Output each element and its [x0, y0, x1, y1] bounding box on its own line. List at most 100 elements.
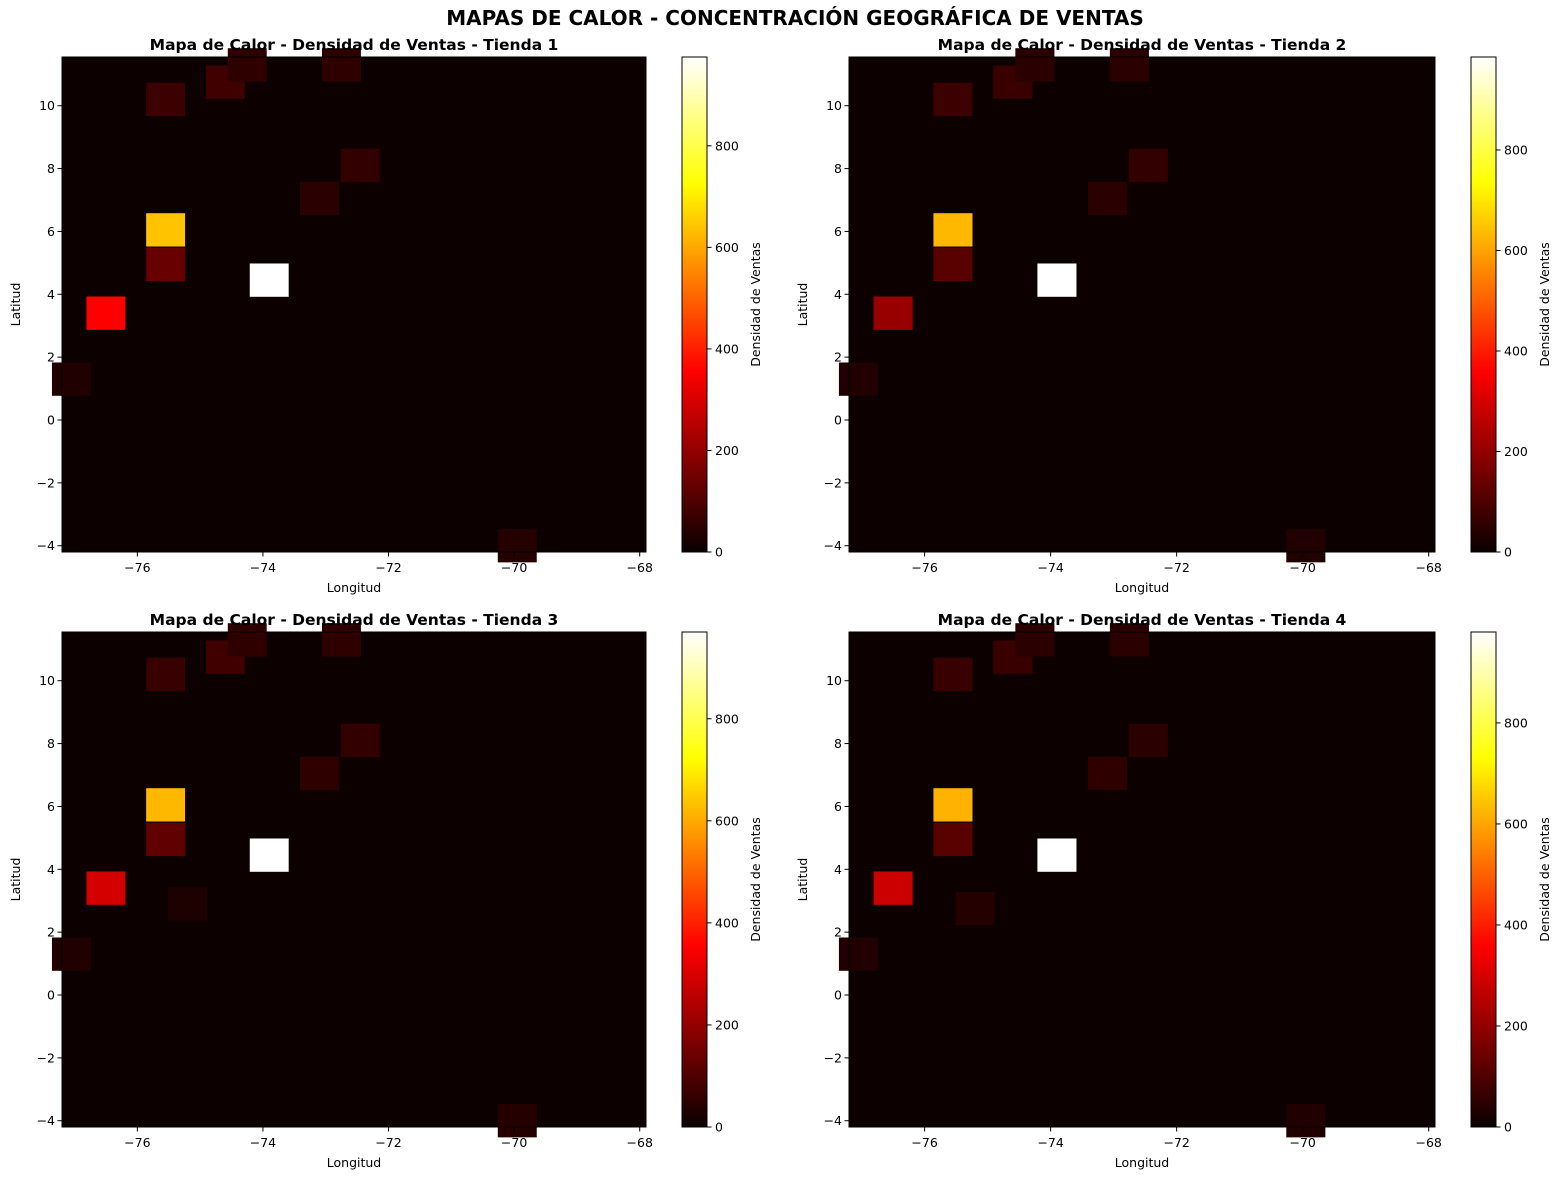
colorbar-gradient [1471, 57, 1496, 552]
heatmap-background [62, 632, 646, 1127]
heatmap-cell [838, 362, 878, 396]
colorbar-tick-label: 400 [715, 915, 739, 930]
heatmap-panel-1: Mapa de Calor - Densidad de Ventas - Tie… [8, 36, 763, 595]
heatmap-cell [227, 48, 267, 82]
x-axis-label: Longitud [1115, 580, 1169, 595]
heatmap-cell [838, 937, 878, 971]
heatmap-cell [933, 247, 973, 282]
colorbar-tick-label: 0 [1504, 1120, 1512, 1135]
heatmap-cell [1015, 623, 1055, 657]
heatmap-cell [146, 657, 186, 692]
x-tick-label: −74 [1037, 560, 1063, 575]
y-tick-label: −2 [824, 475, 842, 490]
heatmap-cell [86, 296, 126, 330]
colorbar-label: Densidad de Ventas [1537, 817, 1552, 942]
heatmap-cell [51, 937, 91, 971]
x-tick-label: −68 [627, 1135, 653, 1150]
x-tick-label: −70 [501, 1135, 527, 1150]
heatmap-cell [299, 756, 339, 791]
colorbar-tick-label: 0 [715, 1120, 723, 1135]
heatmap-cell [1037, 838, 1077, 872]
colorbar-tick-label: 0 [715, 545, 723, 560]
heatmap-cell [933, 82, 973, 117]
y-axis-label: Latitud [795, 283, 810, 327]
heatmap-cell [955, 891, 995, 926]
x-tick-label: −70 [501, 560, 527, 575]
heatmap-cell [321, 48, 361, 82]
heatmap-cell [340, 148, 380, 183]
x-tick-label: −76 [911, 560, 937, 575]
y-tick-label: −4 [824, 1113, 842, 1128]
x-tick-label: −70 [1289, 560, 1315, 575]
y-tick-label: −4 [37, 1113, 55, 1128]
y-tick-label: −4 [37, 538, 55, 553]
figure-title: MAPAS DE CALOR - CONCENTRACIÓN GEOGRÁFIC… [446, 6, 1144, 30]
heatmap-cell [1128, 723, 1168, 758]
heatmap-cell [873, 871, 913, 905]
colorbar-tick-label: 400 [1504, 343, 1528, 358]
heatmap-cell [249, 263, 289, 297]
y-tick-label: 0 [834, 413, 842, 428]
y-tick-label: 4 [834, 287, 842, 302]
heatmap-panel-2: Mapa de Calor - Densidad de Ventas - Tie… [795, 36, 1552, 595]
x-tick-label: −68 [1416, 560, 1442, 575]
heatmap-cell [168, 887, 208, 921]
plot-frame [61, 56, 647, 553]
heatmap-background [849, 632, 1435, 1127]
colorbar-tick-label: 800 [1504, 142, 1528, 157]
heatmap-cell [1286, 1104, 1326, 1138]
heatmap-cell [1087, 181, 1127, 216]
y-tick-label: −2 [37, 475, 55, 490]
panel-title: Mapa de Calor - Densidad de Ventas - Tie… [938, 36, 1347, 54]
panel-title: Mapa de Calor - Densidad de Ventas - Tie… [150, 36, 559, 54]
heatmap-background [849, 57, 1435, 552]
heatmap-cell [1087, 756, 1127, 791]
y-tick-label: 6 [47, 224, 55, 239]
y-tick-label: 8 [47, 736, 55, 751]
colorbar-tick-label: 200 [715, 443, 739, 458]
y-tick-label: 0 [47, 988, 55, 1003]
colorbar-tick-label: 800 [1504, 715, 1528, 730]
x-tick-label: −76 [124, 560, 150, 575]
heatmap-cell [933, 822, 973, 857]
y-axis-label: Latitud [8, 858, 23, 902]
heatmap-background [62, 57, 646, 552]
y-tick-label: −4 [824, 538, 842, 553]
panels: Mapa de Calor - Densidad de Ventas - Tie… [8, 36, 1552, 1170]
colorbar-tick-label: 600 [715, 240, 739, 255]
y-tick-label: 10 [826, 98, 842, 113]
heatmap-cell [1109, 623, 1149, 657]
y-tick-label: −2 [824, 1050, 842, 1065]
x-tick-label: −70 [1289, 1135, 1315, 1150]
colorbar-tick-label: 800 [715, 138, 739, 153]
heatmap-cell [933, 213, 973, 247]
y-tick-label: 6 [47, 799, 55, 814]
heatmap-cell [1037, 263, 1077, 297]
y-tick-label: 2 [47, 350, 55, 365]
x-axis-label: Longitud [327, 580, 381, 595]
y-tick-label: 4 [834, 862, 842, 877]
heatmap-cell [299, 181, 339, 216]
y-axis-label: Latitud [8, 283, 23, 327]
colorbar-tick-label: 600 [715, 813, 739, 828]
panel-title: Mapa de Calor - Densidad de Ventas - Tie… [150, 611, 559, 629]
y-tick-label: 4 [47, 862, 55, 877]
heatmap-cell [321, 623, 361, 657]
heatmap-cell [1015, 48, 1055, 82]
y-tick-label: 2 [834, 350, 842, 365]
y-axis-label: Latitud [795, 858, 810, 902]
x-tick-label: −72 [1163, 560, 1189, 575]
colorbar-tick-label: 200 [1504, 1018, 1528, 1033]
y-tick-label: 10 [39, 98, 55, 113]
colorbar-frame [681, 56, 708, 553]
colorbar-label: Densidad de Ventas [748, 817, 763, 942]
colorbar-tick-label: 400 [715, 341, 739, 356]
x-axis-label: Longitud [327, 1155, 381, 1170]
x-tick-label: −74 [250, 560, 276, 575]
heatmap-cell [146, 82, 186, 117]
heatmap-cell [933, 788, 973, 822]
colorbar-tick-label: 200 [715, 1017, 739, 1032]
colorbar-frame [1470, 631, 1497, 1128]
heatmap-cell [86, 871, 126, 905]
